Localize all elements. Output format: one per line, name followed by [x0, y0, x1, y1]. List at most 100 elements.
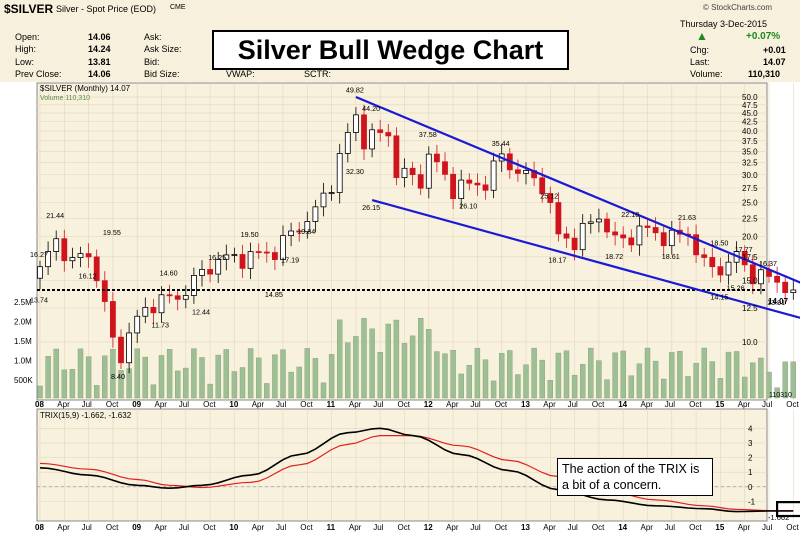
candle-body — [725, 261, 732, 276]
candle-body — [620, 234, 627, 239]
price-tick-label: 15.0 — [742, 276, 758, 285]
volume-tick-label: 2.5M — [14, 298, 32, 307]
x-tick-label: 14 — [618, 523, 627, 532]
volume-bar — [555, 352, 562, 399]
volume-bar — [604, 379, 610, 399]
x-tick-label: Oct — [786, 523, 799, 532]
price-annotation: 26.15 — [362, 203, 380, 212]
volume-bar — [102, 355, 108, 399]
volume-bar — [612, 352, 618, 399]
volume-bar — [304, 348, 310, 399]
x-tick-label: Jul — [179, 523, 189, 532]
candle-body — [668, 229, 675, 247]
price-tick-label: 32.5 — [742, 159, 758, 168]
candle-body — [579, 222, 586, 251]
candle-body — [636, 225, 643, 246]
volume-bar — [328, 354, 335, 399]
volume-bar — [677, 351, 683, 399]
candle-body — [433, 153, 440, 163]
candle-body — [587, 221, 594, 224]
x-tick-label: Oct — [106, 523, 119, 532]
volume-bar — [215, 354, 221, 399]
volume-bar — [53, 348, 59, 399]
x-tick-label: Oct — [592, 523, 605, 532]
x-tick-label: 15 — [715, 400, 724, 409]
volume-bar — [296, 366, 302, 399]
candle-body — [515, 169, 521, 174]
candle-body — [425, 153, 432, 189]
price-annotation: 13.74 — [30, 296, 48, 305]
volume-bar — [766, 371, 772, 399]
wedge-upper-line — [355, 95, 800, 284]
price-tick-label: 30.0 — [742, 171, 758, 180]
price-annotation: 19.50 — [241, 230, 259, 239]
price-annotation: 18.17 — [548, 255, 566, 264]
volume-bar — [69, 368, 76, 399]
candle-body — [85, 253, 92, 258]
x-tick-label: Oct — [495, 523, 508, 532]
exchange: CME — [170, 4, 186, 11]
candle-body — [37, 266, 43, 279]
volume-bar — [742, 376, 748, 399]
volume-bar — [596, 360, 602, 399]
x-tick-label: Jul — [179, 400, 189, 409]
x-tick-label: Oct — [786, 400, 799, 409]
volume-bar — [385, 323, 391, 399]
x-tick-label: Jul — [665, 400, 675, 409]
volume-last-tag: 110310 — [769, 392, 792, 399]
candle-body — [385, 132, 392, 137]
x-tick-label: Apr — [349, 523, 362, 532]
x-tick-label: Apr — [57, 400, 70, 409]
price-annotation: 25.12 — [540, 191, 558, 200]
price-annotation: 32.30 — [346, 167, 364, 176]
price-tick-label: 25.0 — [742, 199, 758, 208]
candle-body — [190, 275, 197, 296]
x-tick-label: Oct — [495, 400, 508, 409]
volume-bar — [345, 342, 351, 399]
volume-bar — [709, 361, 715, 399]
volume-bar — [490, 380, 497, 399]
candle-body — [774, 276, 780, 283]
last-price-tag: 14.07 — [768, 297, 789, 306]
x-tick-label: 10 — [229, 523, 238, 532]
candle-body — [555, 202, 562, 235]
x-tick-label: Apr — [446, 400, 459, 409]
volume-bar — [312, 358, 319, 399]
trix-highlight-box — [775, 501, 800, 518]
price-annotation: 49.82 — [346, 86, 364, 95]
open-value: 14.06 — [88, 32, 111, 42]
candle-body — [450, 173, 457, 199]
volume-bar — [45, 356, 51, 399]
volume-bar — [393, 319, 400, 399]
trix-line — [39, 427, 794, 513]
candle-body — [199, 269, 205, 276]
candle-body — [328, 192, 335, 194]
bid-label: Bid: — [144, 57, 160, 67]
volume-bar — [256, 357, 262, 399]
low-value: 13.81 — [88, 57, 111, 67]
volume-bar — [750, 362, 756, 399]
candle-body — [352, 114, 359, 133]
x-tick-label: 11 — [327, 400, 336, 409]
price-annotation: 14.60 — [160, 268, 178, 277]
price-tick-label: 45.0 — [742, 109, 758, 118]
price-annotation: 14.15 — [710, 292, 728, 301]
volume-bar — [620, 350, 626, 399]
x-tick-label: Apr — [543, 400, 556, 409]
volume-bar — [466, 365, 472, 399]
price-annotation: 16.37 — [759, 259, 777, 268]
volume-bar — [523, 364, 529, 399]
volume-bar — [693, 363, 699, 399]
volume-bar — [223, 349, 230, 399]
price-tick-label: 22.5 — [742, 215, 758, 224]
x-tick-label: 10 — [229, 400, 238, 409]
x-tick-label: Jul — [470, 400, 480, 409]
volume-bar — [588, 347, 594, 399]
volume-tick-label: 1.0M — [14, 357, 32, 366]
low-label: Low: — [15, 57, 35, 67]
candle-body — [215, 258, 222, 275]
open-label: Open: — [15, 32, 40, 42]
vwap-label: VWAP: — [226, 69, 255, 79]
last-label: Last: — [690, 57, 710, 67]
